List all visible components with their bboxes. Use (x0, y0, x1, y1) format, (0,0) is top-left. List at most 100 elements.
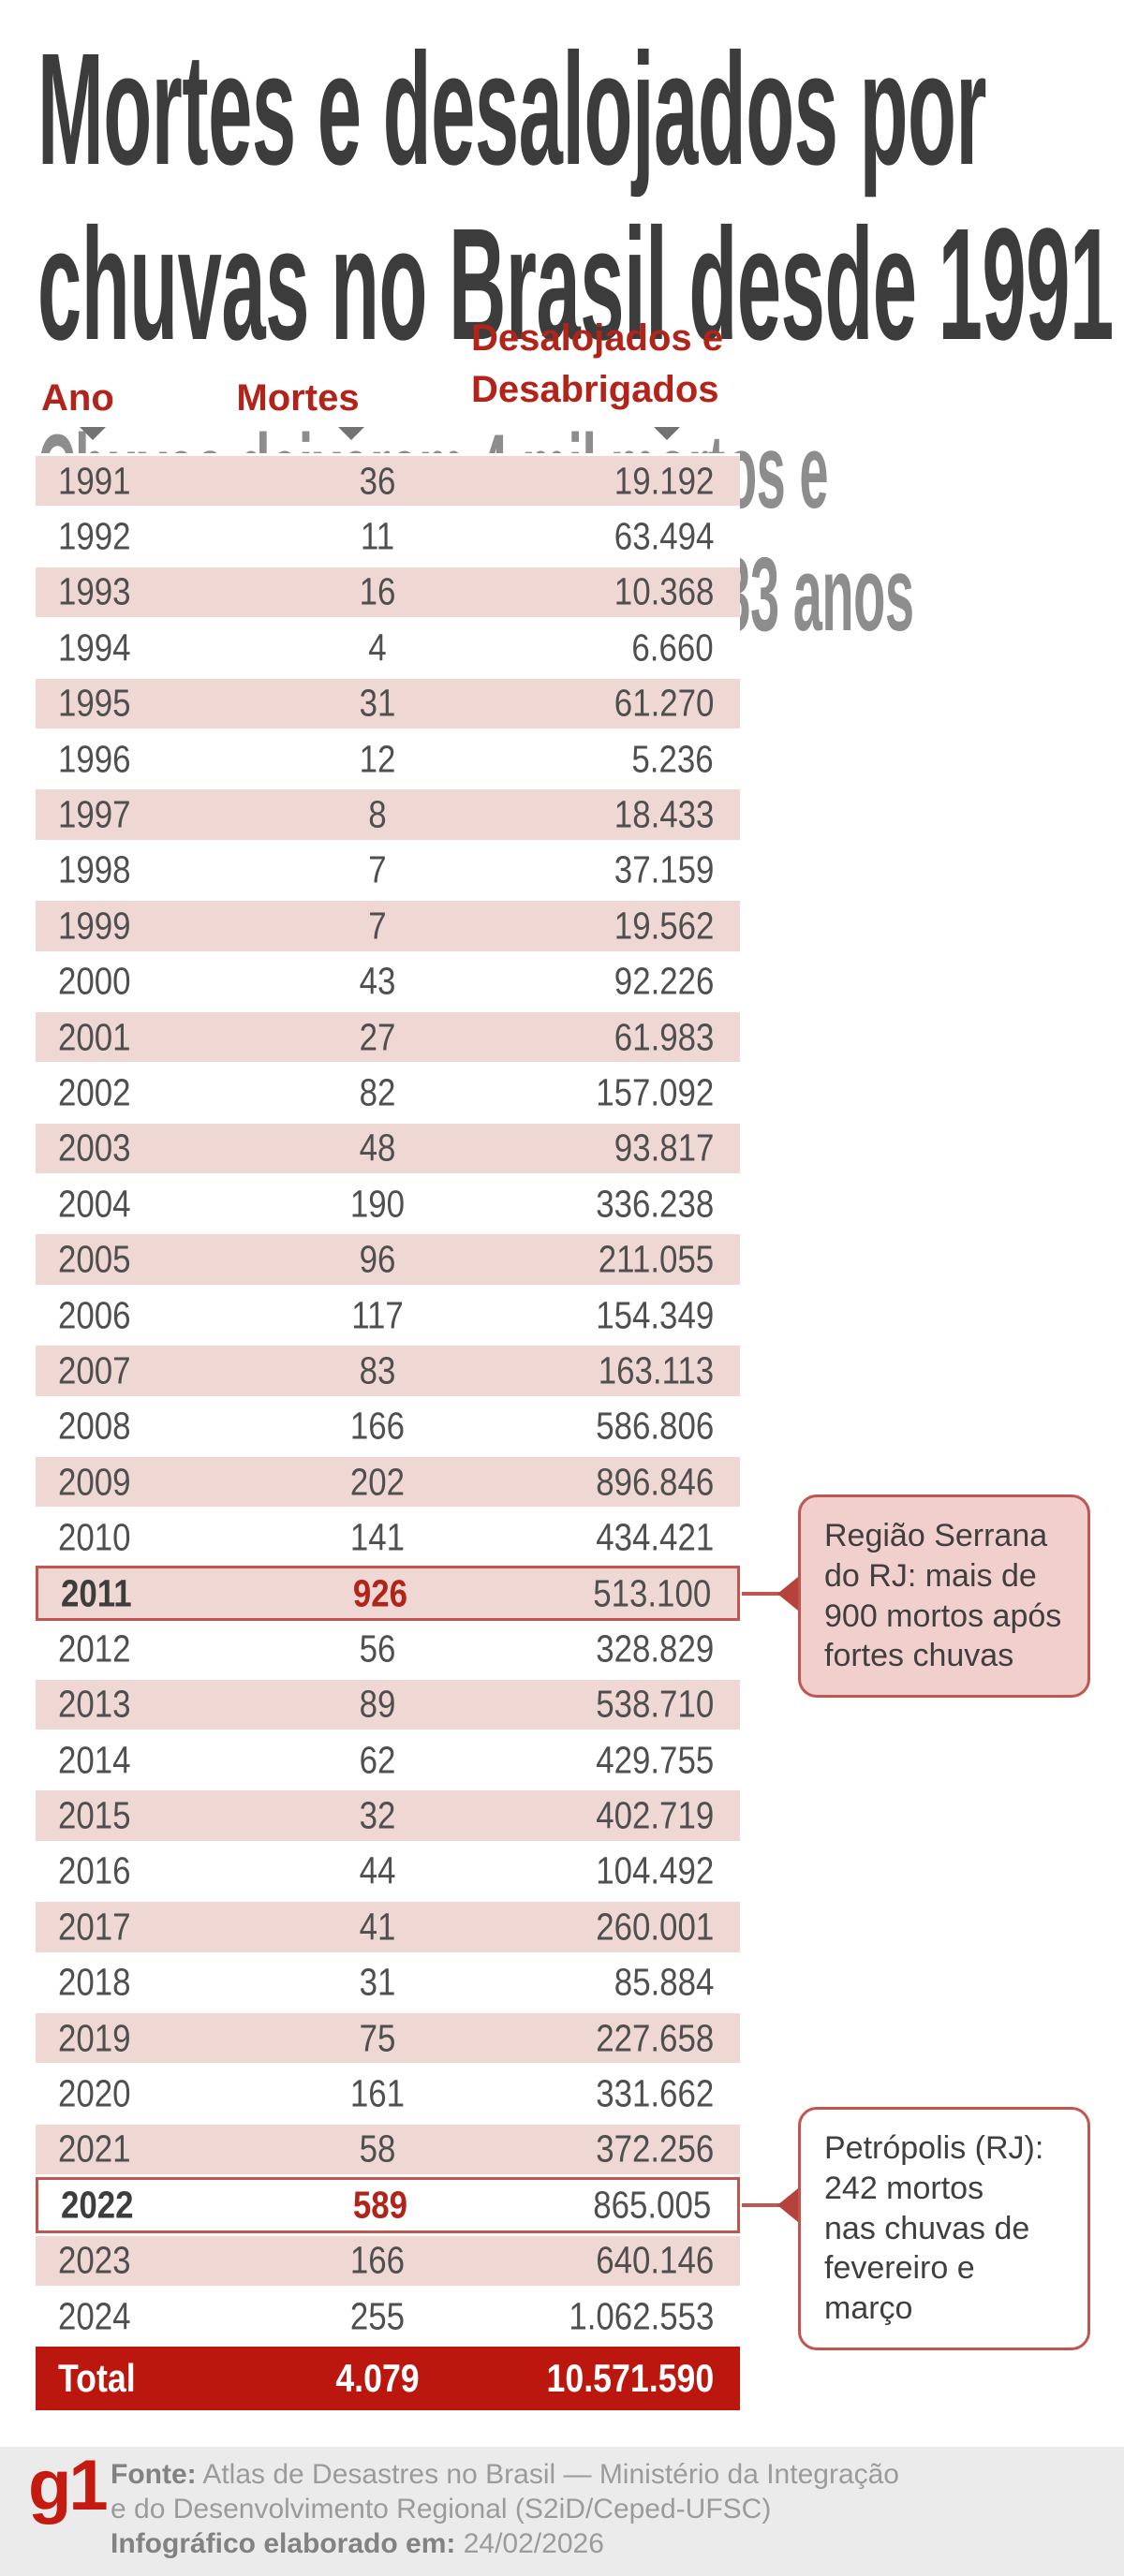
deaths-cell: 96 (359, 1237, 396, 1281)
table-row: 2013 89 538.710 (36, 1676, 740, 1732)
year-cell: 2019 (58, 2016, 131, 2060)
deaths-cell: 589 (352, 2183, 408, 2227)
deaths-cell: 12 (359, 737, 396, 781)
table-row: 2019 75 227.658 (36, 2009, 740, 2067)
table-row: 2018 31 85.884 (36, 1954, 740, 2010)
table-row: 2023 166 640.146 (36, 2232, 740, 2289)
deaths-cell: 926 (352, 1571, 408, 1614)
year-cell: 2010 (58, 1515, 131, 1559)
displaced-cell: 63.494 (614, 514, 714, 558)
deaths-cell: 41 (359, 1905, 396, 1949)
table-row: 2016 44 104.492 (36, 1843, 740, 1900)
table-row: 2014 62 429.755 (36, 1731, 740, 1788)
displaced-cell: 93.817 (614, 1126, 714, 1170)
table-row: 2022 589 865.005 (36, 2177, 740, 2233)
table-row: 1996 12 5.236 (36, 730, 740, 788)
deaths-cell: 32 (359, 1793, 396, 1837)
page-title: Mortes e desalojados por chuvas no Brasi… (37, 21, 1114, 374)
year-cell: 1994 (58, 626, 131, 670)
displaced-cell: 18.433 (614, 792, 714, 836)
table-row: 2008 166 586.806 (36, 1398, 740, 1455)
deaths-cell: 62 (359, 1738, 396, 1782)
displaced-cell: 429.755 (596, 1738, 714, 1782)
year-cell: 2014 (58, 1738, 131, 1782)
column-header-mortes: Mortes (236, 377, 360, 419)
year-cell: 2016 (58, 1848, 131, 1892)
table-row: 1999 7 19.562 (36, 898, 740, 954)
deaths-cell: 255 (349, 2294, 406, 2338)
year-cell: 2003 (58, 1126, 131, 1170)
callout-arrow-left-icon (777, 1577, 798, 1611)
year-cell: 2005 (58, 1237, 131, 1281)
table-row: 2011 926 513.100 (36, 1565, 740, 1622)
column-header-desalojados: Desalojados e Desabrigados (471, 317, 724, 410)
table-row: 2006 117 154.349 (36, 1287, 740, 1344)
deaths-cell: 7 (368, 847, 387, 891)
deaths-cell: 8 (368, 792, 387, 836)
deaths-cell: 16 (359, 569, 396, 613)
year-cell: 1992 (58, 514, 131, 558)
table-row: 2005 96 211.055 (36, 1231, 740, 1288)
displaced-cell: 6.660 (631, 626, 714, 670)
source-label: Fonte: (111, 2459, 197, 2490)
year-cell: 2023 (58, 2238, 131, 2282)
year-cell: 1996 (58, 737, 131, 781)
year-cell: 1991 (58, 459, 131, 503)
table-row: 1995 31 61.270 (36, 675, 740, 731)
table-row: 2002 82 157.092 (36, 1065, 740, 1121)
made-label: Infográfico elaborado em: (111, 2528, 456, 2559)
total-label: Total (58, 2356, 136, 2401)
year-cell: 1993 (58, 569, 131, 613)
deaths-cell: 43 (359, 959, 396, 1003)
source-line-2: e do Desenvolvimento Regional (S2iD/Cepe… (111, 2494, 772, 2524)
displaced-cell: 154.349 (596, 1293, 714, 1337)
deaths-cell: 166 (349, 2238, 406, 2282)
year-cell: 2024 (58, 2294, 131, 2338)
displaced-cell: 513.100 (593, 1571, 711, 1614)
deaths-cell: 4 (368, 626, 387, 670)
displaced-cell: 1.062.553 (568, 2294, 714, 2338)
deaths-cell: 83 (359, 1348, 396, 1392)
year-cell: 2007 (58, 1348, 131, 1392)
displaced-cell: 5.236 (631, 737, 714, 781)
displaced-cell: 402.719 (596, 1793, 714, 1837)
deaths-cell: 36 (359, 459, 396, 503)
year-cell: 2006 (58, 1293, 131, 1337)
deaths-cell: 202 (349, 1460, 406, 1504)
deaths-cell: 31 (359, 681, 396, 725)
table-row: 1993 16 10.368 (36, 564, 740, 621)
table-row: 1997 8 18.433 (36, 787, 740, 843)
displaced-cell: 61.983 (614, 1015, 714, 1059)
g1-logo: g1 (28, 2446, 109, 2525)
table-row: 2009 202 896.846 (36, 1454, 740, 1510)
deaths-cell: 190 (349, 1182, 406, 1226)
displaced-cell: 227.658 (596, 2016, 714, 2060)
deaths-cell: 161 (349, 2071, 406, 2115)
year-cell: 2000 (58, 959, 131, 1003)
data-table: 1991 36 19.192 1992 11 63.494 1993 16 10.368 1994… (36, 453, 740, 2411)
displaced-cell: 538.710 (596, 1682, 714, 1726)
displaced-cell: 92.226 (614, 959, 714, 1003)
total-row: Total 4.079 10.571.590 (36, 2347, 740, 2411)
table-row: 2020 161 331.662 (36, 2066, 740, 2122)
callout-connector-line (742, 2203, 783, 2207)
displaced-cell: 104.492 (596, 1848, 714, 1892)
deaths-cell: 44 (359, 1848, 396, 1892)
table-row: 2015 32 402.719 (36, 1788, 740, 1844)
deaths-cell: 141 (349, 1515, 406, 1559)
displaced-cell: 434.421 (596, 1515, 714, 1559)
deaths-cell: 27 (359, 1015, 396, 1059)
deaths-cell: 58 (359, 2127, 396, 2171)
table-row: 2010 141 434.421 (36, 1509, 740, 1566)
displaced-cell: 85.884 (614, 1960, 714, 2004)
year-cell: 1999 (58, 904, 131, 948)
table-row: 2024 255 1.062.553 (36, 2288, 740, 2345)
deaths-cell: 48 (359, 1126, 396, 1170)
table-body: 1991 36 19.192 1992 11 63.494 1993 16 10.368 1994… (36, 453, 740, 2345)
table-row: 1998 7 37.159 (36, 842, 740, 899)
displaced-cell: 331.662 (596, 2071, 714, 2115)
source-text: Atlas de Desastres no Brasil — Ministéri… (196, 2459, 899, 2490)
table-row: 2007 83 163.113 (36, 1343, 740, 1399)
sort-desc-icon (654, 427, 680, 440)
deaths-cell: 75 (359, 2016, 396, 2060)
